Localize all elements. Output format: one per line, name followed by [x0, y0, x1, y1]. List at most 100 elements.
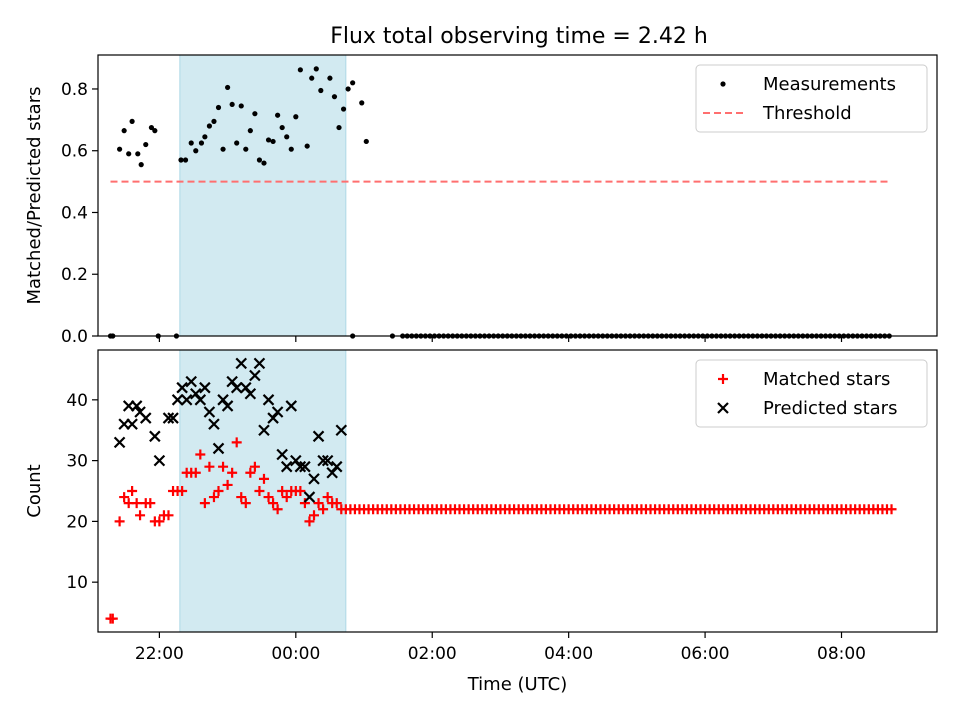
matched-star-point: [240, 498, 251, 509]
predicted-star-point: [212, 442, 225, 455]
matched-star-point: [295, 486, 306, 496]
predicted-star-point: [303, 491, 316, 503]
predicted-star-point: [276, 448, 288, 461]
measurement-point: [135, 151, 141, 157]
predicted-star-point: [208, 418, 220, 430]
matched-star-point: [331, 498, 342, 509]
y-axis-label: Matched/Predicted stars: [24, 87, 45, 305]
y-tick-label: 0.4: [61, 203, 88, 223]
top-panel: 0.0 0.2 0.4 0.6 0.8 Matched/Predicted stars Me…: [24, 54, 938, 347]
measurement-point: [202, 134, 208, 140]
predicted-star-point: [199, 381, 211, 394]
y-tick-label: 30: [66, 452, 88, 472]
measurement-point: [288, 146, 294, 152]
matched-star-point: [268, 498, 279, 509]
predicted-star-point: [271, 406, 284, 418]
measurement-point: [234, 140, 240, 146]
predicted-star-point: [230, 381, 243, 394]
predicted-star-point: [321, 454, 334, 467]
measurement-point: [359, 100, 365, 106]
matched-star-point: [249, 461, 260, 472]
matched-star-point: [272, 504, 283, 515]
measurement-point: [331, 94, 338, 100]
measurement-point: [318, 87, 324, 94]
measurement-point: [215, 104, 222, 111]
figure-title: Flux total observing time = 2.42 h: [330, 24, 708, 49]
matched-star-point: [281, 492, 292, 503]
measurement-point: [129, 118, 135, 124]
y-axis-label: Count: [24, 464, 45, 517]
bottom-panel: 10 20 30 40 22:00 00:00 02:00 04:00 06:00 08:00 Co…: [24, 349, 938, 695]
predicted-star-point: [113, 436, 126, 449]
predicted-star-point: [235, 357, 248, 370]
matched-star-point: [199, 498, 210, 509]
measurement-point: [336, 124, 342, 131]
measurement-point: [279, 124, 285, 131]
matched-star-point: [177, 486, 188, 496]
measurement-point: [327, 75, 333, 81]
matched-star-point: [208, 492, 219, 503]
matched-star-point: [886, 504, 897, 515]
matched-star-point: [227, 467, 238, 478]
plot-frame: [97, 54, 938, 337]
measurement-point: [297, 67, 303, 73]
measurement-point: [211, 118, 217, 124]
predicted-star-point: [312, 430, 325, 443]
measurement-point: [198, 140, 205, 146]
measurement-point: [193, 148, 199, 154]
measurement-point: [182, 157, 189, 163]
matched-star-point: [299, 498, 310, 509]
measurement-point: [247, 128, 253, 134]
measurement-point: [252, 111, 258, 117]
predicted-star-point: [176, 381, 188, 394]
measurement-point: [152, 128, 158, 134]
legend-box: [695, 359, 928, 428]
measurement-point: [220, 146, 226, 152]
predicted-star-point: [294, 460, 307, 473]
matched-star-point: [213, 486, 224, 496]
matched-star-point: [145, 498, 156, 509]
predicted-star-point: [126, 418, 138, 430]
predicted-star-point: [299, 460, 311, 473]
x-tick-label: 02:00: [408, 644, 457, 664]
predicted-star-point: [244, 387, 257, 400]
y-tick-label: 0.8: [61, 80, 88, 100]
legend-label: Matched stars: [763, 369, 890, 390]
legend-box: [695, 64, 928, 133]
predicted-star-point: [153, 454, 166, 467]
measurement-point: [363, 138, 369, 145]
measurement-point: [261, 160, 267, 166]
matched-star-point: [222, 479, 233, 490]
measurement-point: [243, 146, 249, 152]
y-tick-label: 20: [66, 512, 88, 532]
legend-marker-measurements: [720, 81, 726, 87]
x-tick-label: 00:00: [271, 644, 320, 664]
y-tick-label: 10: [66, 573, 88, 593]
measurement-point: [284, 134, 290, 140]
matched-star-point: [119, 492, 130, 503]
measurement-point: [206, 123, 213, 129]
matched-star-point: [204, 461, 215, 472]
matched-star-point: [218, 461, 229, 472]
predicted-star-point: [253, 357, 266, 370]
measurement-point: [117, 146, 123, 152]
legend-label: Predicted stars: [763, 398, 897, 419]
measurement-point: [121, 128, 127, 134]
legend: Matched stars Predicted stars: [695, 359, 928, 428]
series-predicted-stars: [113, 357, 348, 503]
legend-label: Measurements: [763, 74, 896, 95]
measurement-point: [265, 137, 272, 143]
legend-marker-predicted: [717, 402, 729, 414]
predicted-star-point: [330, 460, 343, 473]
measurement-point: [148, 124, 155, 131]
measurement-point: [229, 101, 235, 108]
matched-star-point: [231, 437, 242, 448]
y-tick-label: 40: [66, 391, 88, 411]
legend: Measurements Threshold: [695, 64, 928, 133]
predicted-star-point: [162, 412, 175, 424]
predicted-star-point: [167, 412, 179, 424]
measurement-point: [178, 157, 184, 163]
measurement-point: [309, 75, 315, 81]
matched-star-point: [245, 467, 256, 478]
predicted-star-point: [258, 424, 270, 437]
